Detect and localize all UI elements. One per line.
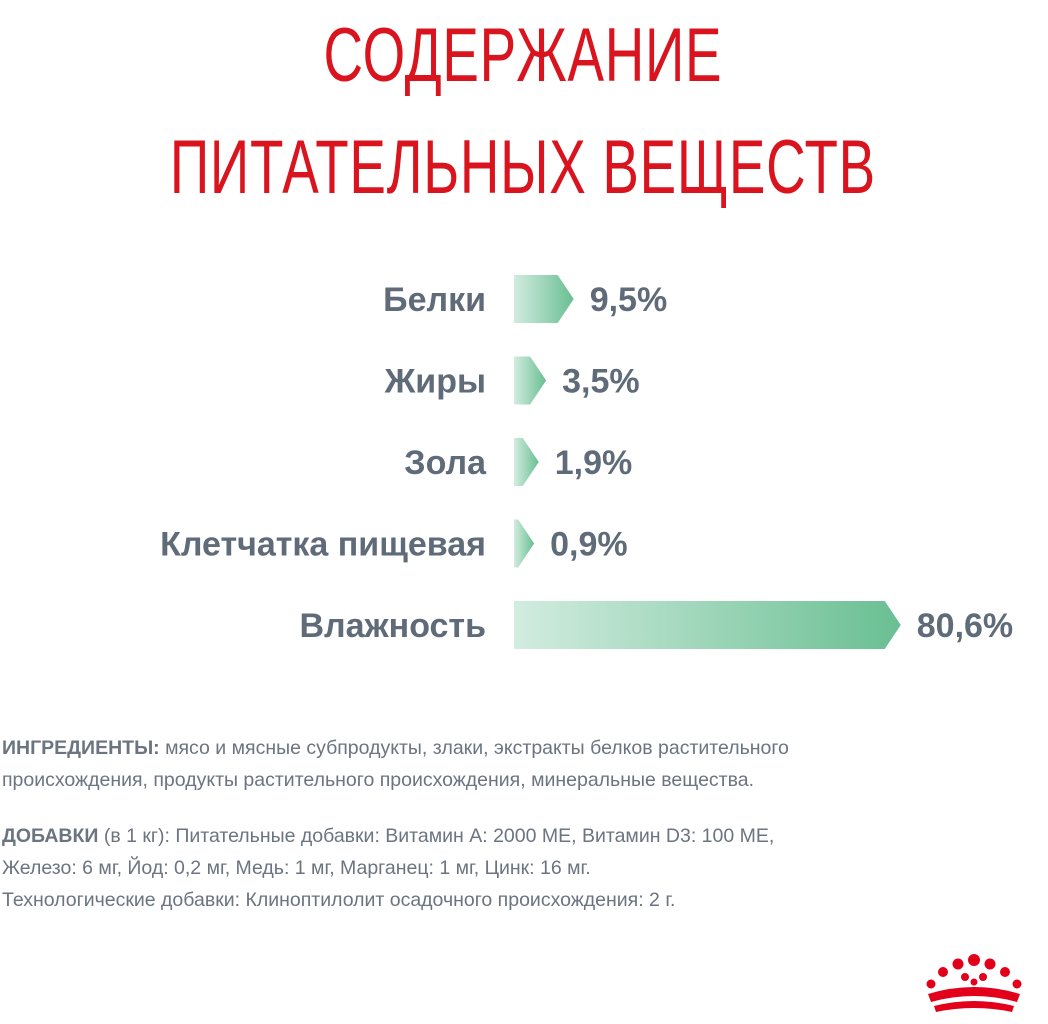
additives-text-1: (в 1 кг): Питательные добавки: Витамин А… xyxy=(98,825,775,847)
additives-text-2: Железо: 6 мг, Йод: 0,2 мг, Медь: 1 мг, М… xyxy=(2,857,591,879)
ingredients-paragraph: ИНГРЕДИЕНТЫ: мясо и мясные субпродукты, … xyxy=(2,732,1042,796)
page-title: СОДЕРЖАНИЕ ПИТАТЕЛЬНЫХ ВЕЩЕСТВ xyxy=(146,0,901,224)
value-label: 9,5% xyxy=(590,281,668,319)
title-line-1: СОДЕРЖАНИЕ xyxy=(323,13,723,98)
category-label: Зола xyxy=(404,444,487,482)
additives-text-3: Технологические добавки: Клиноптилолит о… xyxy=(2,889,676,911)
category-label: Жиры xyxy=(384,362,486,400)
ingredients-text-2: происхождения, продукты растительного пр… xyxy=(2,769,755,791)
nutrients-chart: Белки 9,5% Жиры 3,5% Зола 1,9% Клетчатка пищев… xyxy=(160,275,1013,649)
ingredients-heading: ИНГРЕДИЕНТЫ: xyxy=(2,737,160,759)
additives-paragraph: ДОБАВКИ (в 1 кг): Питательные добавки: В… xyxy=(2,820,1042,916)
value-label: 1,9% xyxy=(555,444,633,482)
category-label: Клетчатка пищевая xyxy=(160,525,486,563)
bar xyxy=(514,438,539,486)
bar xyxy=(514,275,574,323)
bar xyxy=(514,519,535,568)
value-label: 80,6% xyxy=(917,607,1013,645)
ingredients-text-1: мясо и мясные субпродукты, злаки, экстра… xyxy=(159,737,789,759)
category-label: Влажность xyxy=(300,607,487,645)
category-label: Белки xyxy=(383,281,486,319)
value-label: 3,5% xyxy=(562,362,640,400)
bar xyxy=(514,356,547,405)
title-line-2: ПИТАТЕЛЬНЫХ ВЕЩЕСТВ xyxy=(169,125,876,210)
additives-heading: ДОБАВКИ xyxy=(2,825,99,847)
value-label: 0,9% xyxy=(550,525,628,563)
ingredients-block: ИНГРЕДИЕНТЫ: мясо и мясные субпродукты, … xyxy=(2,732,1042,940)
crown-icon xyxy=(926,954,1022,1012)
bar xyxy=(514,601,901,649)
